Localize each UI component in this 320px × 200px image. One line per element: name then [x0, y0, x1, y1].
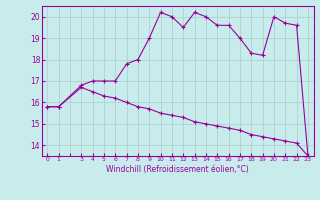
X-axis label: Windchill (Refroidissement éolien,°C): Windchill (Refroidissement éolien,°C) [106, 165, 249, 174]
